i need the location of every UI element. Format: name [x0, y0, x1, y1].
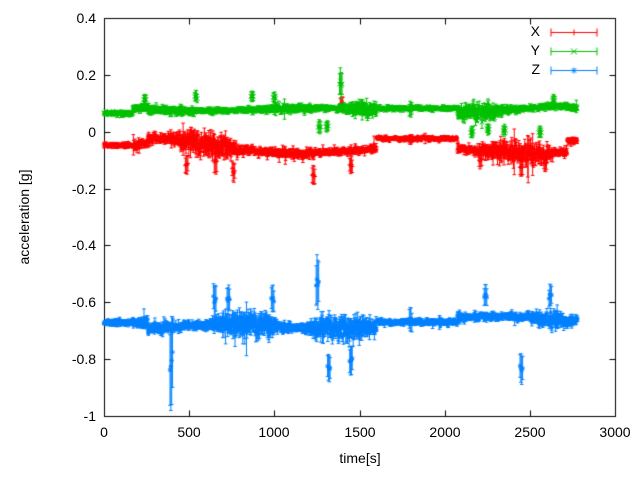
x-tick-label: 1000 [258, 424, 290, 440]
y-tick-label: 0.4 [76, 10, 96, 26]
y-tick-label: 0.2 [76, 67, 96, 83]
x-tick-label: 2500 [514, 424, 546, 440]
legend-label-z: Z [531, 61, 540, 77]
y-tick-label: -1 [83, 408, 96, 424]
legend-label-x: X [530, 23, 540, 39]
x-tick-label: 3000 [599, 424, 631, 440]
x-axis-title: time[s] [339, 450, 381, 466]
x-tick-label: 0 [100, 424, 108, 440]
legend-label-y: Y [530, 42, 540, 58]
x-tick-label: 2000 [429, 424, 461, 440]
y-tick-label: -0.8 [71, 351, 96, 367]
y-tick-label: -0.6 [71, 294, 96, 310]
x-tick-label: 500 [177, 424, 201, 440]
y-tick-label: -0.4 [71, 237, 96, 253]
y-tick-label: -0.2 [71, 181, 96, 197]
y-tick-label: 0 [88, 124, 96, 140]
x-tick-label: 1500 [344, 424, 376, 440]
